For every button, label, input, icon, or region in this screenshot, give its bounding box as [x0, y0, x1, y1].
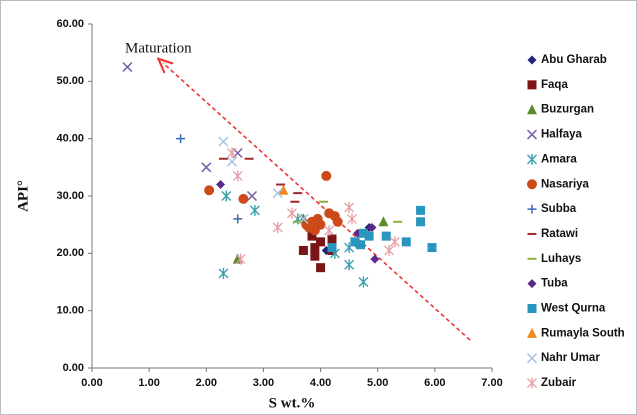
point	[324, 224, 335, 236]
legend-marker	[527, 377, 537, 389]
point	[226, 156, 238, 167]
point	[356, 240, 366, 250]
legend-label: Rumayla South	[541, 327, 625, 339]
y-tick-label: 0.00	[63, 362, 84, 374]
point	[370, 254, 380, 264]
point	[176, 134, 186, 144]
x-tick-label: 1.00	[138, 377, 159, 389]
point	[298, 213, 309, 224]
point	[249, 204, 260, 216]
legend-label: Zubair	[541, 377, 577, 389]
point	[389, 236, 400, 248]
y-tick-label: 40.00	[56, 133, 84, 145]
point	[321, 170, 332, 181]
legend-marker	[527, 55, 537, 65]
point	[122, 61, 133, 73]
point	[327, 234, 337, 244]
legend-marker	[527, 179, 537, 190]
legend-label: Nahr Umar	[541, 352, 600, 364]
point	[235, 253, 246, 265]
legend-marker	[527, 279, 537, 289]
point	[347, 213, 357, 225]
x-tick-label: 7.00	[481, 377, 502, 389]
point	[310, 243, 320, 253]
y-tick-label: 50.00	[56, 75, 84, 87]
point	[227, 147, 237, 159]
y-axis-label: API°	[15, 180, 31, 212]
point	[201, 162, 212, 173]
point	[327, 243, 337, 253]
point	[416, 205, 426, 215]
legend-label: Tuba	[541, 278, 568, 290]
point	[427, 243, 437, 253]
legend-marker	[527, 304, 537, 313]
point	[378, 216, 389, 227]
point	[316, 237, 326, 247]
legend-label: Amara	[541, 153, 577, 165]
legend-label: Luhays	[541, 253, 581, 265]
legend-label: Faqa	[541, 79, 568, 91]
point	[204, 185, 215, 196]
point	[401, 237, 411, 247]
y-tick-label: 60.00	[56, 18, 84, 30]
point	[358, 228, 368, 238]
point	[364, 231, 374, 241]
point	[218, 267, 229, 279]
point	[358, 276, 369, 288]
point	[367, 223, 377, 233]
point	[272, 222, 283, 234]
point	[304, 222, 315, 233]
point	[232, 170, 243, 182]
legend-label: Nasariya	[541, 178, 590, 190]
point	[233, 214, 243, 224]
maturation-arrow	[163, 63, 471, 341]
legend-marker	[527, 204, 537, 214]
x-tick-label: 6.00	[424, 377, 445, 389]
y-tick-label: 10.00	[56, 305, 84, 317]
point	[298, 245, 308, 255]
point	[221, 190, 232, 202]
point	[216, 180, 226, 190]
y-tick-label: 30.00	[56, 190, 84, 202]
x-tick-label: 5.00	[367, 377, 388, 389]
point	[344, 201, 355, 213]
legend-label: Subba	[541, 203, 577, 215]
point	[287, 207, 297, 219]
x-tick-label: 0.00	[81, 377, 102, 389]
legend-label: Buzurgan	[541, 104, 594, 116]
x-axis-label: S wt.%	[269, 395, 316, 411]
point	[278, 184, 289, 195]
legend-marker	[527, 153, 537, 165]
point	[272, 188, 283, 199]
x-tick-label: 4.00	[310, 377, 331, 389]
point	[315, 219, 326, 230]
point	[307, 231, 317, 241]
legend-label: Halfaya	[541, 129, 583, 141]
x-tick-label: 2.00	[196, 377, 217, 389]
legend-label: Abu Gharab	[541, 54, 607, 66]
point	[350, 237, 360, 247]
point	[246, 190, 258, 202]
point	[381, 231, 391, 241]
point	[384, 244, 395, 256]
legend-marker	[526, 353, 538, 364]
point	[310, 251, 320, 261]
y-tick-label: 20.00	[56, 247, 84, 259]
point	[344, 259, 355, 271]
legend-marker	[527, 80, 537, 90]
point	[238, 193, 249, 204]
legend-marker	[527, 327, 537, 338]
point	[316, 263, 326, 273]
legend-label: Ratawi	[541, 228, 578, 240]
point	[218, 136, 229, 147]
legend-label: West Qurna	[541, 303, 606, 315]
legend-marker	[527, 104, 537, 115]
annotation: Maturation	[125, 40, 192, 56]
x-tick-label: 3.00	[253, 377, 274, 389]
legend-marker	[526, 129, 538, 140]
point	[332, 216, 343, 227]
point	[416, 217, 426, 227]
